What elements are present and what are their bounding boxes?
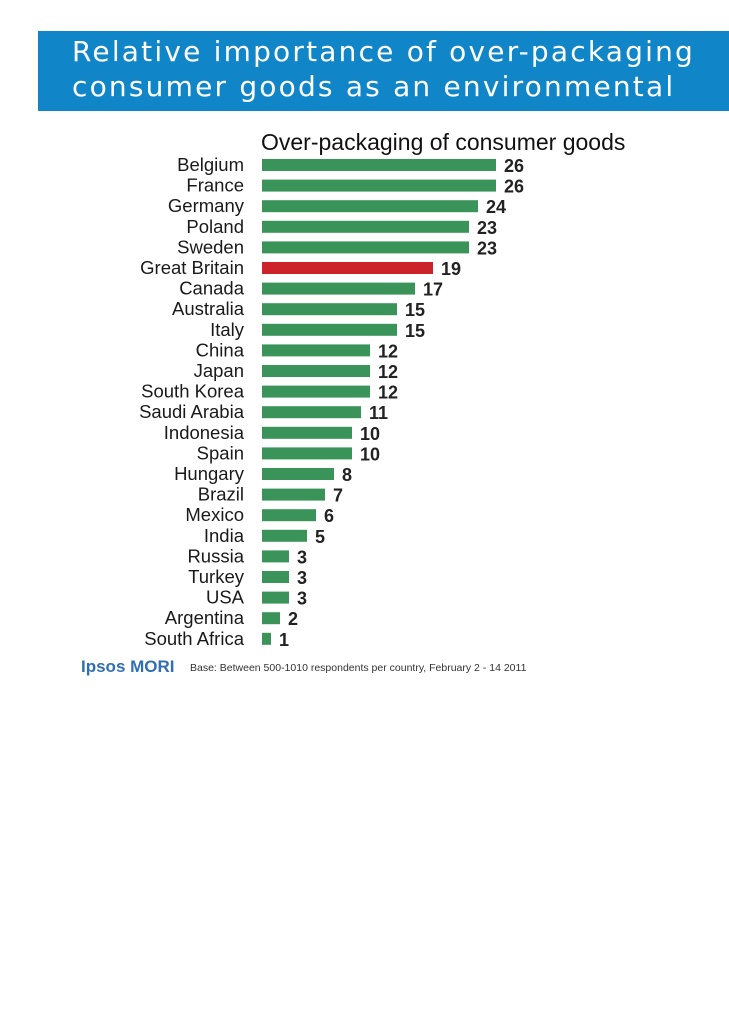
category-label-turkey: Turkey bbox=[188, 566, 245, 587]
bar-mexico bbox=[262, 509, 316, 522]
bar-japan bbox=[262, 365, 370, 377]
value-label-brazil: 7 bbox=[333, 486, 343, 506]
bar-germany bbox=[262, 200, 478, 213]
bar-argentina bbox=[262, 612, 280, 625]
value-label-indonesia: 10 bbox=[360, 424, 380, 444]
category-label-south-korea: South Korea bbox=[141, 381, 245, 402]
value-label-germany: 24 bbox=[486, 197, 506, 217]
bar-australia bbox=[262, 303, 397, 316]
category-label-france: France bbox=[186, 175, 244, 196]
bar-canada bbox=[262, 282, 415, 295]
bar-south-africa bbox=[262, 632, 271, 645]
category-label-brazil: Brazil bbox=[198, 484, 244, 505]
bar-russia bbox=[262, 550, 289, 563]
category-label-indonesia: Indonesia bbox=[164, 422, 245, 443]
category-label-hungary: Hungary bbox=[174, 463, 245, 484]
category-label-poland: Poland bbox=[186, 216, 244, 237]
value-label-russia: 3 bbox=[297, 547, 307, 567]
ipsos-mori-logo: Ipsos MORI bbox=[81, 657, 175, 676]
value-label-france: 26 bbox=[504, 177, 524, 197]
category-label-belgium: Belgium bbox=[177, 154, 244, 175]
bar-brazil bbox=[262, 488, 325, 501]
bar-hungary bbox=[262, 468, 334, 480]
category-label-canada: Canada bbox=[179, 278, 245, 299]
category-label-china: China bbox=[196, 339, 245, 360]
bar-turkey bbox=[262, 571, 289, 583]
value-label-mexico: 6 bbox=[324, 506, 334, 526]
title-banner: Relative importance of over-packaging co… bbox=[38, 31, 729, 111]
category-label-japan: Japan bbox=[194, 360, 244, 381]
value-label-spain: 10 bbox=[360, 444, 380, 464]
banner-title-line-2: consumer goods as an environmental bbox=[72, 70, 676, 103]
chart-title: Over-packaging of consumer goods bbox=[261, 129, 625, 155]
value-label-poland: 23 bbox=[477, 218, 497, 238]
category-label-mexico: Mexico bbox=[185, 504, 244, 525]
category-label-italy: Italy bbox=[210, 319, 245, 340]
category-label-spain: Spain bbox=[197, 442, 244, 463]
base-note: Base: Between 500-1010 respondents per c… bbox=[190, 662, 527, 674]
category-label-sweden: Sweden bbox=[177, 236, 244, 257]
bar-poland bbox=[262, 220, 469, 233]
bar-sweden bbox=[262, 241, 469, 254]
value-label-sweden: 23 bbox=[477, 238, 497, 258]
bar-south-korea bbox=[262, 385, 370, 398]
bar-india bbox=[262, 529, 307, 542]
value-label-india: 5 bbox=[315, 527, 325, 547]
category-label-australia: Australia bbox=[172, 298, 245, 319]
bar-indonesia bbox=[262, 426, 352, 439]
value-label-great-britain: 19 bbox=[441, 259, 461, 279]
category-label-great-britain: Great Britain bbox=[140, 257, 244, 278]
bar-belgium bbox=[262, 159, 496, 171]
bar-spain bbox=[262, 447, 352, 460]
value-label-japan: 12 bbox=[378, 362, 398, 382]
value-label-australia: 15 bbox=[405, 300, 425, 320]
category-label-germany: Germany bbox=[168, 195, 245, 216]
category-label-india: India bbox=[204, 525, 245, 546]
bar-chart: Over-packaging of consumer goods Belgium… bbox=[139, 129, 625, 650]
bar-saudi-arabia bbox=[262, 406, 361, 419]
value-label-usa: 3 bbox=[297, 589, 307, 609]
value-label-argentina: 2 bbox=[288, 609, 298, 629]
bar-usa bbox=[262, 591, 289, 604]
bar-china bbox=[262, 344, 370, 357]
bar-france bbox=[262, 179, 496, 192]
value-label-south-korea: 12 bbox=[378, 383, 398, 403]
category-label-saudi-arabia: Saudi Arabia bbox=[139, 401, 245, 422]
category-label-argentina: Argentina bbox=[165, 607, 245, 628]
bar-italy bbox=[262, 323, 397, 336]
value-label-italy: 15 bbox=[405, 321, 425, 341]
value-label-turkey: 3 bbox=[297, 568, 307, 588]
value-label-saudi-arabia: 11 bbox=[369, 403, 388, 423]
bar-great-britain bbox=[262, 262, 433, 274]
category-label-south-africa: South Africa bbox=[144, 628, 244, 649]
category-label-russia: Russia bbox=[187, 545, 244, 566]
value-label-hungary: 8 bbox=[342, 465, 352, 485]
value-label-south-africa: 1 bbox=[279, 630, 289, 650]
banner-title-line-1: Relative importance of over-packaging bbox=[72, 35, 696, 68]
category-label-usa: USA bbox=[206, 587, 245, 608]
value-label-canada: 17 bbox=[423, 280, 443, 300]
value-label-china: 12 bbox=[378, 341, 398, 361]
value-label-belgium: 26 bbox=[504, 156, 524, 176]
